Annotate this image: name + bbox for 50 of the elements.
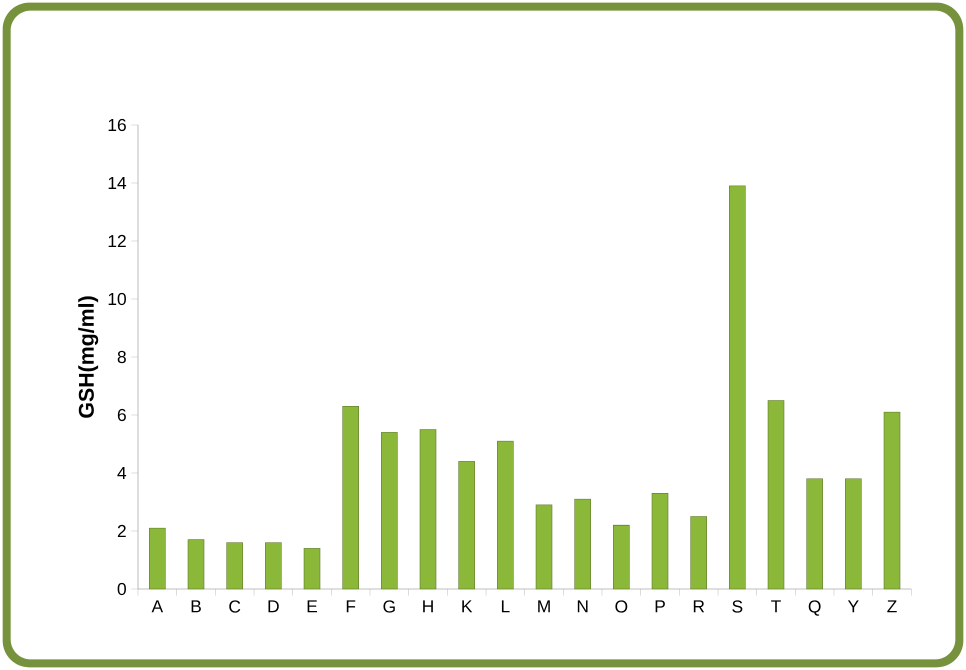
y-axis-title: GSH(mg/ml) (78, 296, 98, 418)
bar (768, 400, 784, 590)
x-tick-label: N (578, 600, 588, 612)
bar (188, 539, 204, 590)
y-tick-label: 16 (108, 118, 126, 132)
x-tick-label: E (308, 600, 318, 612)
x-tick-label: R (694, 600, 704, 612)
x-tick-label: G (383, 600, 395, 613)
bar (613, 524, 630, 590)
bar (845, 478, 862, 590)
bar (226, 542, 243, 590)
bar (304, 548, 320, 590)
x-tick-label: D (268, 600, 279, 612)
x-tick-label: O (615, 600, 628, 613)
y-tick-label: 12 (108, 234, 126, 248)
x-tick-label: B (192, 600, 201, 612)
bar (652, 493, 668, 590)
y-tick-label: 2 (118, 524, 126, 538)
y-tick-label: 6 (118, 408, 126, 422)
x-tick-label: S (732, 600, 742, 613)
x-tick-label: Z (887, 600, 897, 612)
y-tick-label: 10 (108, 292, 126, 306)
bar (458, 461, 475, 590)
x-tick-label: Q (808, 600, 821, 616)
x-tick-label: H (423, 600, 433, 612)
x-tick-label: C (229, 600, 240, 613)
x-tick-label: P (656, 600, 665, 612)
bar (729, 186, 746, 590)
bar (149, 528, 166, 590)
bar (342, 406, 359, 590)
y-tick-label: 14 (108, 177, 126, 189)
bar (497, 440, 514, 590)
bar (265, 542, 282, 590)
x-tick-label: K (462, 600, 472, 612)
y-tick-label: 0 (118, 582, 126, 596)
bar (381, 432, 398, 590)
y-tick-label: 4 (117, 467, 126, 479)
y-tick-label: 8 (118, 350, 126, 364)
x-tick-label: F (346, 600, 356, 612)
x-tick-label: A (152, 600, 164, 612)
bar (574, 498, 591, 590)
x-tick-label: M (538, 600, 550, 612)
bar (690, 516, 707, 590)
bar (420, 429, 436, 590)
x-tick-label: Y (848, 600, 859, 612)
bar (536, 504, 552, 590)
x-tick-label: L (502, 600, 510, 612)
bar (884, 412, 900, 590)
bar (806, 478, 823, 590)
x-tick-label: T (771, 600, 781, 612)
